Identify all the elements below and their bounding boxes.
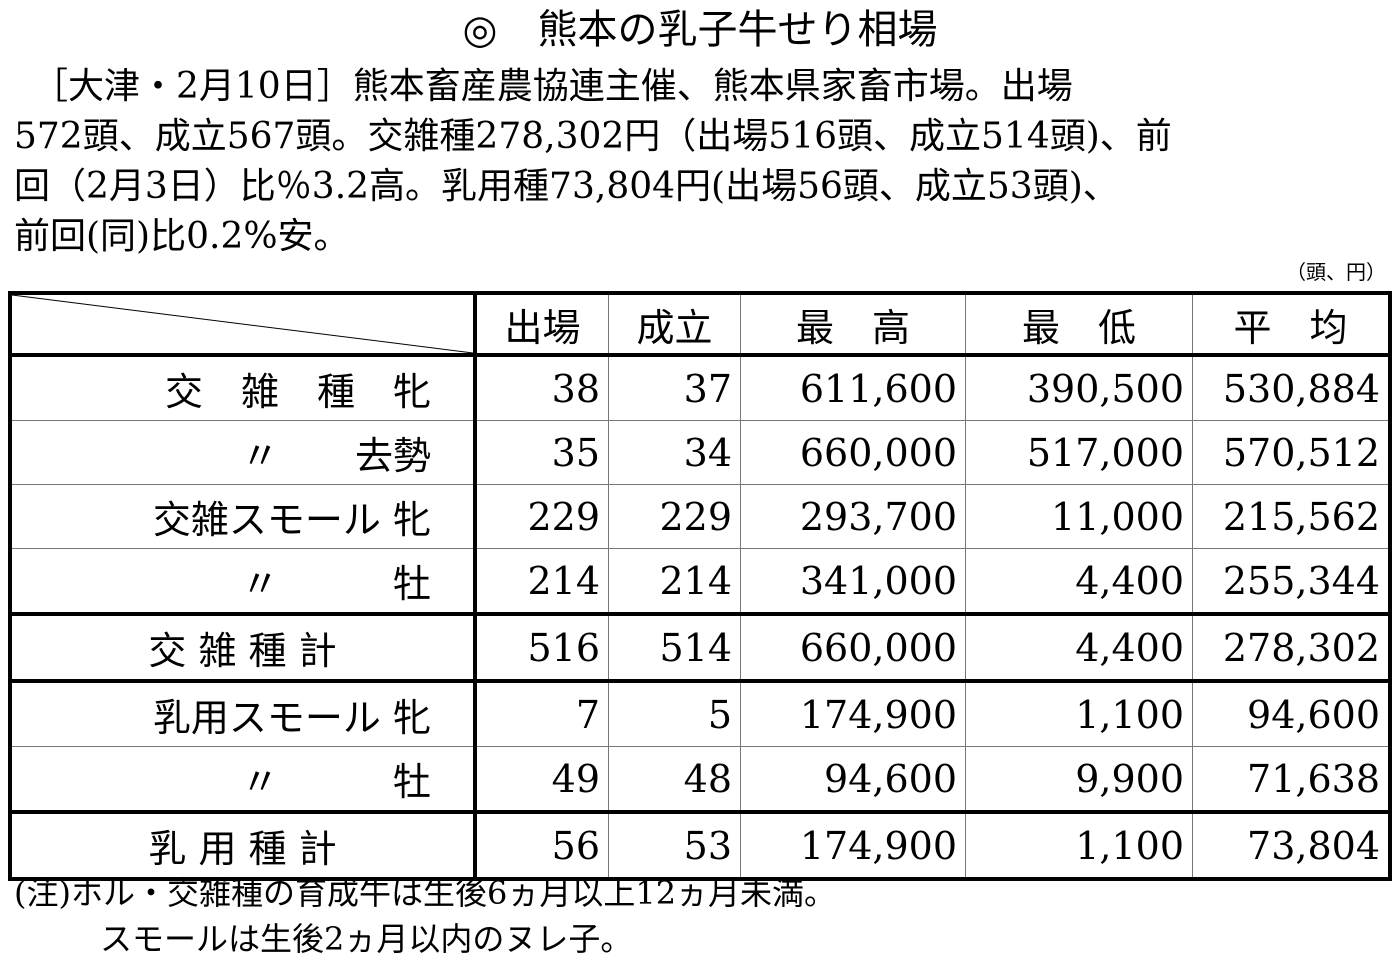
- row-label: 交 雑 種 計: [9, 613, 477, 683]
- notes: (注)ホル・交雑種の育成牛は生後6ヵ月以上12ヵ月未満。 スモールは生後2ヵ月以…: [14, 870, 836, 962]
- paragraph-line: ［大津・2月10日］熊本畜産農協連主催、熊本県家畜市場。出場: [14, 66, 1073, 107]
- table-cell: 530,884: [1192, 354, 1391, 421]
- row-label: 乳用スモール 牝: [9, 680, 477, 747]
- page-title: ◎ 熊本の乳子牛せり相場: [462, 7, 938, 53]
- table-row: 乳 用 種 計 56 53 174,900 1,100 73,804: [9, 811, 1391, 880]
- article-body: ［大津・2月10日］熊本畜産農協連主催、熊本県家畜市場。出場 572頭、成立56…: [14, 62, 1390, 262]
- table-cell: 4,400: [965, 548, 1193, 616]
- table-cell: 4,400: [965, 613, 1193, 683]
- table-cell: 38: [474, 354, 609, 421]
- row-label: 〃 牡: [9, 746, 477, 814]
- table-cell: 94,600: [1192, 680, 1391, 747]
- table-cell: 214: [608, 548, 741, 616]
- table-cell: 517,000: [965, 420, 1193, 485]
- table-cell: 516: [474, 613, 609, 683]
- unit-label: （頭、円）: [1286, 260, 1386, 284]
- table-cell: 611,600: [740, 354, 966, 421]
- table-row: 〃 牡 214 214 341,000 4,400 255,344: [9, 548, 1391, 616]
- table-cell: 94,600: [740, 746, 966, 814]
- table-cell: 73,804: [1192, 811, 1391, 880]
- table-cell: 660,000: [740, 613, 966, 683]
- price-table: 出場 成立 最 高 最 低 平 均 交 雑 種 牝 38 37 611,600 390,…: [8, 291, 1392, 881]
- table-row: 交雑スモール 牝 229 229 293,700 11,000 215,562: [9, 484, 1391, 549]
- table-cell: 5: [608, 680, 741, 747]
- table-cell: 56: [474, 811, 609, 880]
- table-row: 乳用スモール 牝 7 5 174,900 1,100 94,600: [9, 680, 1391, 747]
- table-row: 〃 牡 49 48 94,600 9,900 71,638: [9, 746, 1391, 814]
- table-cell: 278,302: [1192, 613, 1391, 683]
- header-seiritsu: 成立: [608, 292, 741, 357]
- row-label: 交 雑 種 牝: [9, 354, 477, 421]
- table-cell: 255,344: [1192, 548, 1391, 616]
- table-cell: 53: [608, 811, 741, 880]
- table-cell: 174,900: [740, 811, 966, 880]
- row-label: 交雑スモール 牝: [9, 484, 477, 549]
- table-cell: 48: [608, 746, 741, 814]
- table-cell: 71,638: [1192, 746, 1391, 814]
- header-min: 最 低: [965, 292, 1193, 357]
- row-label: 〃 牡: [9, 548, 477, 616]
- note-line: スモールは生後2ヵ月以内のヌレ子。: [100, 920, 633, 958]
- table-row: 〃 去勢 35 34 660,000 517,000 570,512: [9, 420, 1391, 485]
- table-cell: 35: [474, 420, 609, 485]
- table-cell: 174,900: [740, 680, 966, 747]
- table-cell: 293,700: [740, 484, 966, 549]
- corner-cell: [9, 292, 477, 357]
- table-cell: 7: [474, 680, 609, 747]
- table-row: 交 雑 種 牝 38 37 611,600 390,500 530,884: [9, 354, 1391, 421]
- table-cell: 229: [608, 484, 741, 549]
- diagonal-line: [12, 295, 473, 353]
- table-cell: 229: [474, 484, 609, 549]
- table-header-row: 出場 成立 最 高 最 低 平 均: [9, 292, 1391, 357]
- table-cell: 1,100: [965, 811, 1193, 880]
- table-cell: 49: [474, 746, 609, 814]
- header-shutsujo: 出場: [474, 292, 609, 357]
- note-line: (注)ホル・交雑種の育成牛は生後6ヵ月以上12ヵ月未満。: [14, 874, 837, 912]
- table-cell: 514: [608, 613, 741, 683]
- table-cell: 215,562: [1192, 484, 1391, 549]
- paragraph-line: 572頭、成立567頭。交雑種278,302円（出場516頭、成立514頭)、前: [14, 116, 1172, 157]
- row-label: 〃 去勢: [9, 420, 477, 485]
- table-cell: 390,500: [965, 354, 1193, 421]
- header-avg: 平 均: [1192, 292, 1391, 357]
- paragraph-line: 前回(同)比0.2%安。: [14, 216, 350, 257]
- table-cell: 11,000: [965, 484, 1193, 549]
- paragraph-line: 回（2月3日）比％3.2高。乳用種73,804円(出場56頭、成立53頭)、: [14, 166, 1119, 207]
- table-cell: 34: [608, 420, 741, 485]
- header-max: 最 高: [740, 292, 966, 357]
- table-cell: 214: [474, 548, 609, 616]
- table-cell: 570,512: [1192, 420, 1391, 485]
- table-cell: 37: [608, 354, 741, 421]
- table-cell: 9,900: [965, 746, 1193, 814]
- table-cell: 1,100: [965, 680, 1193, 747]
- table-row: 交 雑 種 計 516 514 660,000 4,400 278,302: [9, 613, 1391, 683]
- row-label: 乳 用 種 計: [9, 811, 477, 880]
- table-cell: 660,000: [740, 420, 966, 485]
- table-cell: 341,000: [740, 548, 966, 616]
